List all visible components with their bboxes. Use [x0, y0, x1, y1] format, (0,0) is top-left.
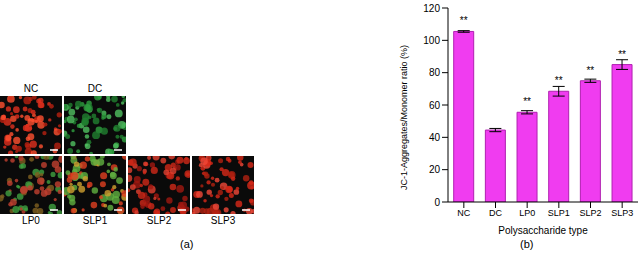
html-text:SLP1: SLP1 [82, 215, 108, 226]
svg-text:Polysaccharide type: Polysaccharide type [498, 225, 588, 236]
svg-text:SLP1: SLP1 [548, 208, 570, 218]
svg-text:**: ** [618, 49, 626, 60]
svg-text:SLP2: SLP2 [579, 208, 601, 218]
svg-text:**: ** [586, 65, 594, 76]
html-text:(a): (a) [180, 238, 194, 250]
svg-text:LP0: LP0 [519, 208, 535, 218]
html-text:LP0: LP0 [22, 215, 40, 226]
svg-text:DC: DC [489, 208, 502, 218]
svg-text:JC-1-Aggregates/Monomer ratio: JC-1-Aggregates/Monomer ratio (%) [399, 45, 409, 190]
svg-text:**: ** [523, 96, 531, 107]
html-text:DC: DC [87, 83, 103, 94]
svg-text:20: 20 [429, 164, 441, 175]
svg-text:SLP3: SLP3 [611, 208, 633, 218]
html-text:(b): (b) [520, 238, 534, 250]
svg-text:60: 60 [429, 100, 441, 111]
svg-text:80: 80 [429, 67, 441, 78]
svg-text:100: 100 [423, 35, 440, 46]
svg-text:NC: NC [457, 208, 470, 218]
svg-text:**: ** [555, 75, 563, 86]
html-text:NC: NC [23, 83, 39, 94]
html-text:SLP2: SLP2 [146, 215, 172, 226]
html-text:SLP3: SLP3 [210, 215, 236, 226]
svg-text:40: 40 [429, 132, 441, 143]
svg-text:120: 120 [423, 3, 440, 14]
svg-text:0: 0 [434, 197, 440, 208]
svg-text:**: ** [460, 15, 468, 26]
